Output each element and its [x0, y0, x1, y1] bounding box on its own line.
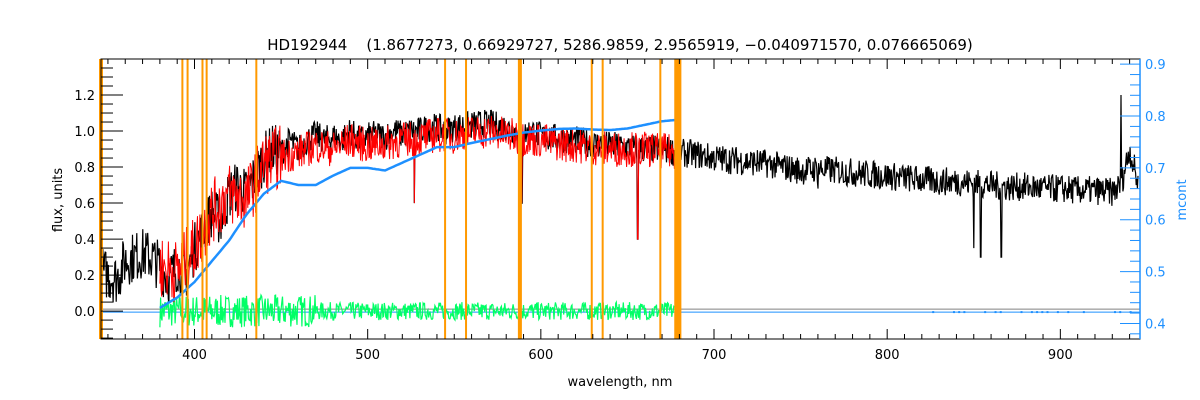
continuum-series [159, 118, 680, 309]
x-tick-label: 800 [875, 348, 900, 363]
y2-tick-label: 0.7 [1145, 162, 1166, 177]
y-tick-label: 0.0 [74, 305, 95, 320]
y2-tick-label: 0.9 [1145, 58, 1166, 73]
x-tick-label: 600 [528, 348, 553, 363]
y-tick-label: 1.0 [74, 125, 95, 140]
x-axis-label: wavelength, nm [568, 375, 673, 390]
chart-title: HD192944 (1.8677273, 0.66929727, 5286.98… [267, 36, 973, 54]
y-tick-label: 0.6 [74, 197, 95, 212]
x-tick-label: 900 [1048, 348, 1073, 363]
y-tick-label: 0.2 [74, 269, 95, 284]
y-tick-label: 0.4 [74, 233, 95, 248]
x-tick-label: 700 [702, 348, 727, 363]
y2-tick-label: 0.4 [1145, 317, 1166, 332]
y2-axis-label: mcont [1175, 179, 1190, 220]
x-tick-label: 500 [355, 348, 380, 363]
x-tick-label: 400 [182, 348, 207, 363]
y2-tick-label: 0.8 [1145, 110, 1166, 125]
y2-tick-label: 0.6 [1145, 214, 1166, 229]
y-tick-label: 0.8 [74, 161, 95, 176]
y-tick-label: 1.2 [74, 89, 95, 104]
residual-series [159, 293, 680, 328]
y-axis-label: flux, units [51, 168, 66, 233]
y2-tick-label: 0.5 [1145, 266, 1166, 281]
